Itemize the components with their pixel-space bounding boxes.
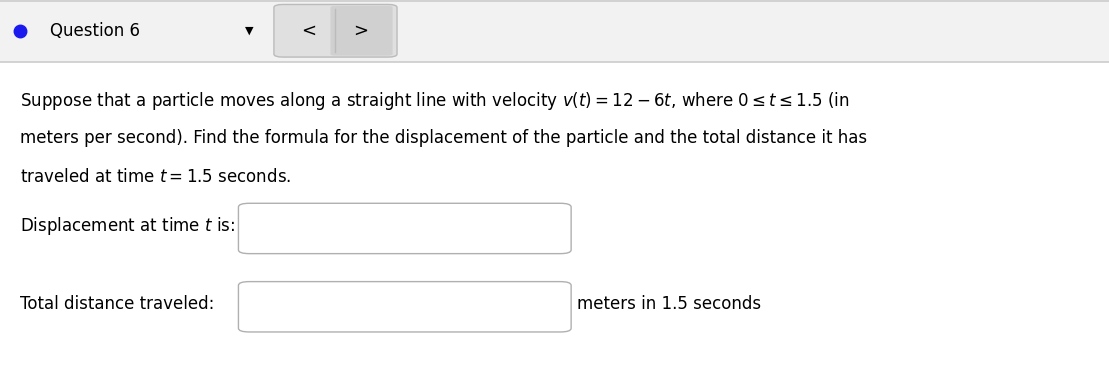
Text: Total distance traveled:: Total distance traveled:: [20, 295, 214, 313]
Text: Displacement at time $t$ is:: Displacement at time $t$ is:: [20, 215, 235, 236]
Bar: [0, 0, 1109, 62]
Text: <: <: [301, 22, 316, 40]
Text: meters in 1.5 seconds: meters in 1.5 seconds: [577, 295, 761, 313]
Text: Suppose that a particle moves along a straight line with velocity $v(t) = 12 - 6: Suppose that a particle moves along a st…: [20, 90, 849, 112]
Text: >: >: [353, 22, 368, 40]
FancyBboxPatch shape: [274, 4, 397, 57]
FancyBboxPatch shape: [330, 6, 393, 56]
Text: traveled at time $t = 1.5$ seconds.: traveled at time $t = 1.5$ seconds.: [20, 168, 292, 186]
FancyBboxPatch shape: [238, 203, 571, 254]
FancyBboxPatch shape: [238, 282, 571, 332]
Text: Question 6: Question 6: [50, 22, 140, 40]
Text: meters per second). Find the formula for the displacement of the particle and th: meters per second). Find the formula for…: [20, 129, 867, 147]
Text: ▼: ▼: [245, 26, 254, 36]
